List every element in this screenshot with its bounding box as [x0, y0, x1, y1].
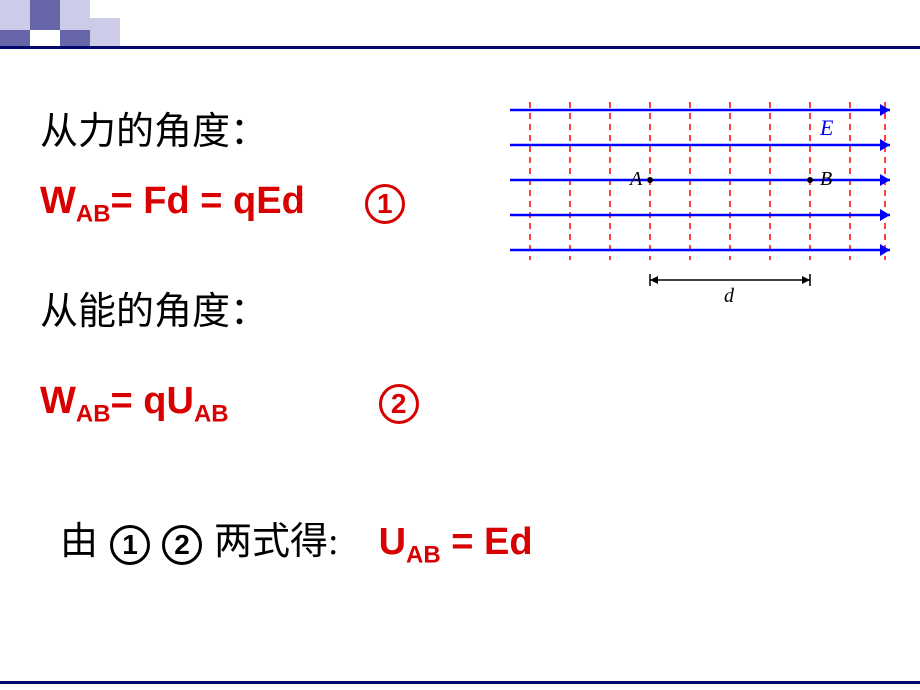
svg-text:A: A: [628, 168, 643, 190]
svg-text:E: E: [819, 115, 834, 140]
formula1-sub: AB: [76, 201, 111, 228]
formula1: WAB= Fd = qEd: [40, 180, 305, 229]
heading-energy: 从能的角度：: [40, 280, 268, 335]
result-sub: AB: [406, 542, 441, 569]
bottom-border-line: [0, 681, 920, 684]
formula-1-row: WAB= Fd = qEd 1: [40, 180, 405, 229]
heading2-text: 从能的角度：: [40, 280, 268, 335]
formula1-w: W: [40, 180, 76, 222]
conclusion-prefix: 由: [60, 510, 98, 565]
corner-decoration: [0, 0, 140, 60]
conclusion-suffix: 两式得:: [214, 510, 339, 565]
svg-text:B: B: [820, 168, 832, 190]
formula2-sub: AB: [76, 401, 111, 428]
conclusion-row: 由 1 2 两式得: UAB = Ed: [40, 510, 533, 570]
svg-text:d: d: [724, 285, 735, 307]
conclusion-c1: 1: [110, 525, 150, 565]
formula-2-row: WAB= qUAB 2: [40, 380, 419, 429]
conclusion-c2: 2: [162, 525, 202, 565]
field-diagram: A B Ed: [500, 90, 900, 310]
circled-1: 1: [365, 184, 405, 224]
heading-force: 从力的角度：: [40, 100, 268, 155]
result-rest: = Ed: [441, 521, 533, 563]
result-formula: UAB = Ed: [379, 521, 533, 570]
formula1-rest: = Fd = qEd: [111, 180, 305, 222]
formula2-w: W: [40, 380, 76, 422]
heading1-text: 从力的角度：: [40, 100, 268, 155]
formula2-mid: = qU: [111, 380, 194, 422]
formula2: WAB= qUAB: [40, 380, 229, 429]
diagram-svg: A B Ed: [500, 90, 900, 310]
formula2-sub2: AB: [194, 401, 229, 428]
circled-2: 2: [379, 384, 419, 424]
top-border-line: [0, 46, 920, 49]
result-u: U: [379, 521, 406, 563]
